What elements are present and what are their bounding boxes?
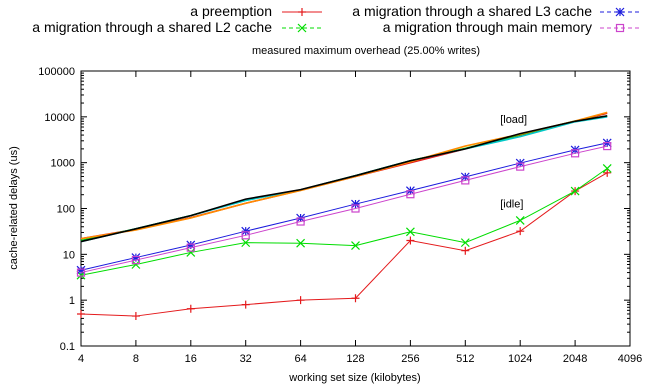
- x-axis: 4 8 16 32 64 128 256 512 1024 2048 4096: [78, 71, 642, 365]
- x-tick-label: 128: [346, 353, 364, 365]
- chart-title: measured maximum overhead (25.00% writes…: [252, 45, 480, 57]
- y-tick-label: 0.1: [60, 341, 75, 353]
- data-point: [461, 176, 470, 185]
- x-tick-label: 64: [294, 353, 306, 365]
- data-point: [76, 265, 86, 275]
- legend-item: a migration through main memory: [383, 19, 640, 35]
- series-line: [80, 115, 608, 243]
- data-point: [460, 238, 470, 248]
- legend-label: a preemption: [190, 3, 272, 19]
- x-axis-label: working set size (kilobytes): [288, 372, 420, 384]
- x-tick-label: 1024: [508, 353, 532, 365]
- data-point: [570, 186, 580, 196]
- series-layer: [76, 111, 612, 321]
- series-line: [80, 145, 608, 274]
- data-point: [186, 240, 196, 250]
- data-point: [351, 241, 360, 251]
- data-point: [461, 246, 470, 255]
- data-point: [615, 7, 625, 17]
- data-point: [406, 190, 415, 199]
- annotation-layer: [load] [idle]: [500, 114, 527, 210]
- x-tick-label: 256: [401, 353, 419, 365]
- y-tick-label: 100000: [38, 66, 75, 78]
- series-2: [76, 138, 612, 275]
- legend-label: a migration through a shared L2 cache: [32, 19, 272, 35]
- series-1: [76, 163, 612, 280]
- annotation-label: [load]: [500, 114, 527, 126]
- legend-item: a preemption: [190, 3, 322, 19]
- data-point: [296, 217, 305, 226]
- series-line: [80, 167, 608, 276]
- data-point: [351, 204, 360, 213]
- data-point: [77, 309, 85, 318]
- data-point: [241, 231, 250, 240]
- series-8: [80, 115, 608, 243]
- data-point: [405, 227, 415, 237]
- y-tick-label: 10: [63, 249, 75, 261]
- data-point: [186, 304, 195, 313]
- data-point: [351, 199, 360, 209]
- data-point: [351, 294, 360, 303]
- data-point: [131, 253, 141, 262]
- data-point: [570, 149, 580, 158]
- x-tick-label: 2048: [563, 353, 587, 365]
- data-point: [603, 168, 612, 177]
- legend-label: a migration through a shared L3 cache: [352, 3, 592, 19]
- data-point: [603, 141, 612, 151]
- series-0: [77, 168, 612, 321]
- data-point: [296, 238, 306, 248]
- legend-item: a migration through a shared L3 cache: [352, 3, 640, 19]
- annotation-label: [idle]: [500, 198, 523, 210]
- data-point: [516, 162, 525, 171]
- data-point: [615, 23, 625, 33]
- data-point: [76, 268, 86, 277]
- data-point: [241, 226, 251, 236]
- series-3: [76, 141, 612, 277]
- y-tick-label: 1000: [51, 158, 75, 170]
- x-tick-label: 4: [78, 353, 84, 365]
- y-tick-label: 10000: [44, 112, 75, 124]
- data-point: [515, 215, 525, 225]
- data-point: [241, 300, 250, 309]
- legend-label: a migration through main memory: [383, 19, 592, 35]
- series-line: [80, 172, 608, 317]
- data-point: [131, 260, 141, 269]
- x-tick-label: 512: [456, 353, 474, 365]
- y-tick-label: 100: [57, 204, 75, 216]
- data-point: [296, 296, 305, 305]
- data-point: [186, 248, 196, 257]
- x-tick-label: 16: [185, 353, 197, 365]
- data-point: [298, 8, 306, 16]
- y-tick-label: 1: [69, 295, 75, 307]
- series-line: [80, 142, 608, 271]
- legend-item: a migration through a shared L2 cache: [32, 19, 322, 35]
- data-point: [406, 236, 415, 245]
- data-point: [602, 163, 612, 173]
- data-point: [131, 255, 140, 265]
- data-point: [241, 238, 251, 248]
- data-point: [131, 312, 140, 321]
- x-tick-label: 8: [133, 353, 139, 365]
- y-axis-label: cache-related delays (us): [8, 146, 20, 270]
- data-point: [297, 23, 307, 33]
- data-point: [516, 227, 525, 236]
- data-point: [186, 243, 195, 252]
- x-tick-label: 32: [240, 353, 252, 365]
- x-tick-label: 4096: [618, 353, 642, 365]
